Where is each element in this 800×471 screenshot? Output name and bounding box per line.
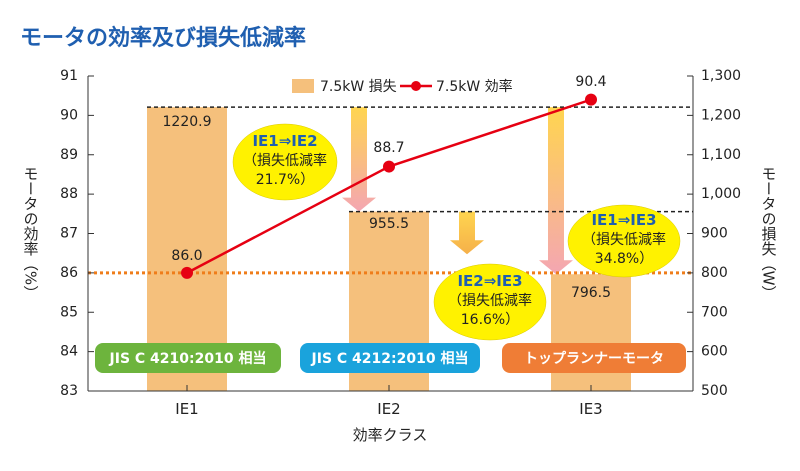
loss-label-ie2: 955.5 bbox=[369, 216, 409, 232]
standard-label-jis-4212: JIS C 4212:2010 相当 bbox=[311, 350, 469, 367]
legend-label-efficiency: 7.5kW 効率 bbox=[436, 78, 513, 95]
annotation-title-ie2-ie3: IE2⇒IE3 bbox=[457, 272, 522, 290]
loss-label-ie1: 1220.9 bbox=[163, 114, 212, 130]
efficiency-label-ie2: 88.7 bbox=[373, 140, 404, 156]
left-tick-label: 85 bbox=[60, 304, 78, 320]
efficiency-label-ie3: 90.4 bbox=[575, 74, 606, 90]
left-tick-label: 88 bbox=[60, 186, 78, 202]
efficiency-point-ie3 bbox=[585, 93, 597, 106]
arrow-ie2-ie3 bbox=[450, 211, 484, 255]
standard-label-jis-4210: JIS C 4210:2010 相当 bbox=[109, 350, 267, 367]
standard-label-top-runner: トップランナーモータ bbox=[524, 351, 664, 367]
right-tick-label: 1,100 bbox=[701, 147, 741, 163]
annotation-bubble-ie1-ie3 bbox=[567, 204, 681, 278]
loss-label-ie3: 796.5 bbox=[571, 285, 611, 301]
right-tick-label: 900 bbox=[701, 226, 728, 242]
left-tick-label: 91 bbox=[60, 68, 78, 84]
annotation-line2-ie1-ie2: 21.7%） bbox=[256, 172, 314, 188]
right-tick-label: 700 bbox=[701, 304, 728, 320]
x-tick-label-ie3: IE3 bbox=[579, 400, 602, 418]
left-tick-label: 83 bbox=[60, 383, 78, 399]
left-tick-label: 90 bbox=[60, 107, 78, 123]
annotation-title-ie1-ie2: IE1⇒IE2 bbox=[252, 132, 317, 150]
standard-badge-jis-4210 bbox=[95, 343, 281, 373]
left-axis-title: モータの効率（%） bbox=[22, 166, 40, 300]
right-tick-label: 500 bbox=[701, 383, 728, 399]
legend-swatch-loss bbox=[292, 79, 314, 93]
left-tick-label: 89 bbox=[60, 147, 78, 163]
annotation-line2-ie2-ie3: 16.6%） bbox=[461, 312, 519, 328]
annotation-bubble-ie2-ie3 bbox=[433, 263, 547, 341]
standard-badge-top-runner bbox=[502, 343, 686, 373]
standard-badge-jis-4212 bbox=[300, 343, 480, 373]
arrow-ie1-ie2 bbox=[342, 107, 376, 212]
annotation-line1-ie1-ie2: （損失低減率 bbox=[243, 152, 327, 169]
annotation-bubble-ie1-ie2 bbox=[232, 123, 338, 201]
legend-label-loss: 7.5kW 損失 bbox=[320, 79, 397, 95]
right-tick-label: 1,000 bbox=[701, 186, 741, 202]
left-tick-label: 86 bbox=[60, 265, 78, 281]
efficiency-label-ie1: 86.0 bbox=[171, 248, 202, 264]
x-tick-label-ie1: IE1 bbox=[175, 400, 198, 418]
arrow-ie1-ie3 bbox=[539, 107, 573, 275]
x-axis-title: 効率クラス bbox=[353, 426, 428, 444]
annotation-line1-ie1-ie3: （損失低減率 bbox=[582, 231, 666, 248]
right-tick-label: 1,200 bbox=[701, 107, 741, 123]
annotation-line1-ie2-ie3: （損失低減率 bbox=[448, 292, 532, 309]
right-tick-label: 1,300 bbox=[701, 68, 741, 84]
efficiency-point-ie2 bbox=[383, 160, 395, 173]
annotation-title-ie1-ie3: IE1⇒IE3 bbox=[591, 211, 656, 229]
x-tick-label-ie2: IE2 bbox=[377, 400, 400, 418]
right-tick-label: 600 bbox=[701, 344, 728, 360]
efficiency-point-ie1 bbox=[181, 266, 193, 279]
chart-title: モータの効率及び損失低減率 bbox=[20, 25, 306, 51]
right-tick-label: 800 bbox=[701, 265, 728, 281]
left-tick-label: 87 bbox=[60, 226, 78, 242]
legend-marker-efficiency bbox=[411, 81, 421, 91]
left-tick-label: 84 bbox=[60, 344, 78, 360]
right-axis-title: モータの損失（W） bbox=[760, 166, 778, 301]
annotation-line2-ie1-ie3: 34.8%） bbox=[595, 251, 653, 267]
